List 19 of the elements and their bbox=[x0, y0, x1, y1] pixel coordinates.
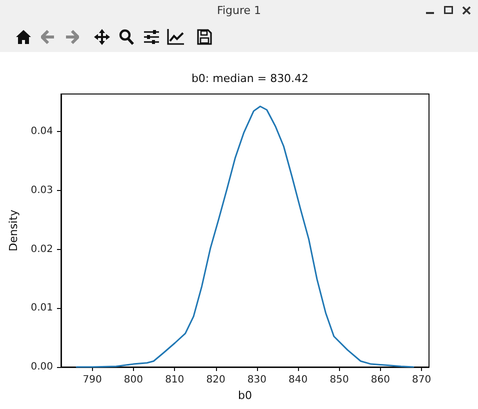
x-tick-label: 850 bbox=[330, 374, 349, 386]
y-tick-label: 0.04 bbox=[30, 126, 53, 138]
x-tick-label: 810 bbox=[165, 374, 184, 386]
y-tick-label: 0.01 bbox=[30, 302, 53, 314]
x-axis-title: b0 bbox=[238, 388, 252, 402]
x-tick-label: 870 bbox=[412, 374, 432, 386]
y-tick-label: 0.03 bbox=[30, 184, 53, 196]
x-tick-label: 830 bbox=[247, 374, 266, 386]
x-tick-label: 820 bbox=[206, 374, 226, 386]
x-tick-label: 790 bbox=[82, 374, 102, 386]
caption: Figure 1 bbox=[216, 4, 262, 17]
chart-title: b0: median = 830.42 bbox=[191, 72, 309, 85]
x-tick-label: 800 bbox=[124, 374, 143, 386]
line-series bbox=[76, 106, 414, 368]
y-tick-label: 0.00 bbox=[30, 362, 53, 372]
y-axis-title: Density bbox=[7, 209, 20, 252]
x-tick-label: 860 bbox=[370, 374, 390, 386]
y-tick-label: 0.02 bbox=[30, 244, 53, 255]
x-tick-label: 840 bbox=[288, 374, 308, 386]
